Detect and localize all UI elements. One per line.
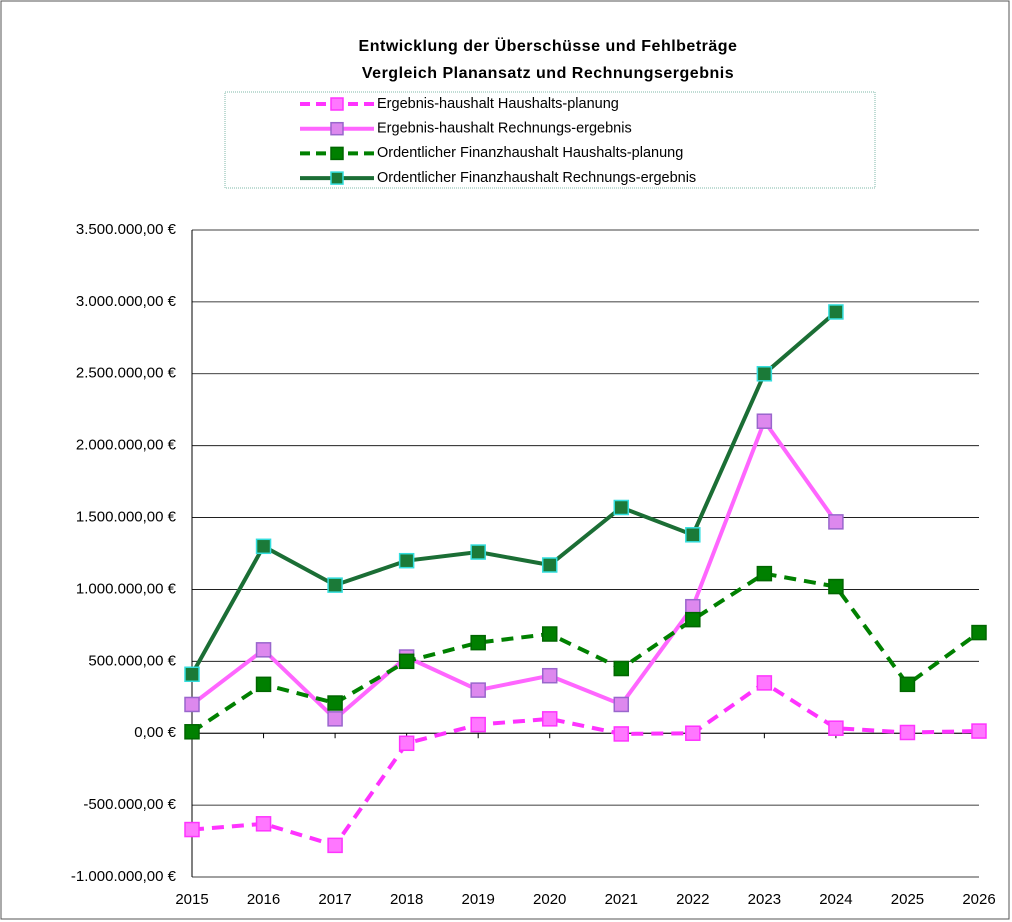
- x-tick-label: 2021: [605, 891, 638, 908]
- x-tick-label: 2017: [318, 891, 351, 908]
- marker: [255, 538, 272, 555]
- legend-box: [224, 91, 876, 189]
- marker: [541, 557, 558, 573]
- marker: [184, 666, 200, 683]
- y-tick-label: 3.000.000,00 €: [76, 293, 177, 310]
- legend-marker: [330, 171, 344, 185]
- marker: [613, 499, 630, 516]
- legend-label: Ergebnis-haushalt Haushalts-planung: [377, 96, 619, 112]
- marker: [398, 552, 415, 569]
- legend-marker: [330, 121, 344, 136]
- marker: [685, 527, 701, 543]
- y-tick-label: 2.000.000,00 €: [76, 437, 177, 454]
- legend-marker: [330, 146, 344, 161]
- series-line: [190, 417, 838, 722]
- marker: [255, 676, 272, 693]
- x-tick-label: 2018: [390, 891, 423, 908]
- marker: [327, 695, 343, 711]
- marker: [470, 716, 486, 733]
- marker: [756, 366, 773, 382]
- x-tick-label: 2023: [748, 891, 781, 908]
- marker: [541, 667, 558, 684]
- x-tick-label: 2015: [175, 891, 208, 908]
- marker: [255, 816, 272, 832]
- y-tick-label: 0,00 €: [134, 724, 176, 741]
- marker: [613, 726, 630, 742]
- marker: [613, 696, 630, 713]
- marker: [685, 611, 701, 628]
- marker: [327, 711, 343, 727]
- x-tick-label: 2025: [891, 891, 924, 908]
- marker: [470, 634, 486, 651]
- marker: [685, 598, 701, 615]
- marker: [756, 565, 773, 582]
- marker: [613, 660, 630, 677]
- marker: [899, 676, 916, 693]
- marker: [828, 720, 844, 736]
- y-tick-label: -500.000,00 €: [83, 796, 176, 813]
- legend-label: Ergebnis-haushalt Rechnungs-ergebnis: [377, 121, 632, 137]
- legend-label: Ordentlicher Finanzhaushalt Haushalts-pl…: [377, 145, 683, 161]
- chart-title: Entwicklung der Überschüsse und Fehlbetr…: [359, 36, 738, 55]
- series-line: [190, 310, 838, 676]
- chart-subtitle: Vergleich Planansatz und Rechnungsergebn…: [362, 65, 734, 82]
- legend-marker: [330, 97, 344, 111]
- marker: [828, 304, 844, 320]
- x-tick-label: 2022: [676, 891, 709, 908]
- series-line: [190, 571, 981, 734]
- marker: [756, 675, 773, 691]
- marker: [828, 514, 844, 530]
- marker: [470, 682, 486, 698]
- y-tick-label: 3.500.000,00 €: [76, 221, 177, 238]
- y-tick-label: 2.500.000,00 €: [76, 365, 177, 382]
- marker: [541, 626, 558, 642]
- marker: [971, 624, 987, 641]
- x-tick-label: 2016: [247, 891, 280, 908]
- y-tick-label: 1.500.000,00 €: [76, 509, 177, 526]
- marker: [184, 724, 200, 740]
- marker: [756, 413, 773, 429]
- x-tick-label: 2020: [533, 891, 566, 908]
- marker: [327, 837, 343, 854]
- marker: [971, 723, 987, 739]
- y-tick-label: 1.000.000,00 €: [76, 580, 177, 597]
- series-line: [191, 680, 980, 848]
- y-tick-label: 500.000,00 €: [88, 652, 176, 669]
- marker: [828, 578, 844, 595]
- marker: [541, 711, 558, 727]
- marker: [899, 724, 916, 741]
- y-tick-label: -1.000.000,00 €: [71, 868, 177, 885]
- marker: [327, 577, 343, 593]
- legend-label: Ordentlicher Finanzhaushalt Rechnungs-er…: [377, 170, 696, 186]
- x-tick-label: 2026: [962, 891, 995, 908]
- marker: [398, 653, 415, 670]
- marker: [255, 642, 272, 658]
- marker: [398, 735, 415, 752]
- marker: [470, 544, 486, 560]
- marker: [685, 725, 701, 741]
- marker: [184, 696, 200, 713]
- x-tick-label: 2024: [819, 891, 852, 908]
- x-tick-label: 2019: [461, 891, 494, 908]
- marker: [184, 821, 200, 838]
